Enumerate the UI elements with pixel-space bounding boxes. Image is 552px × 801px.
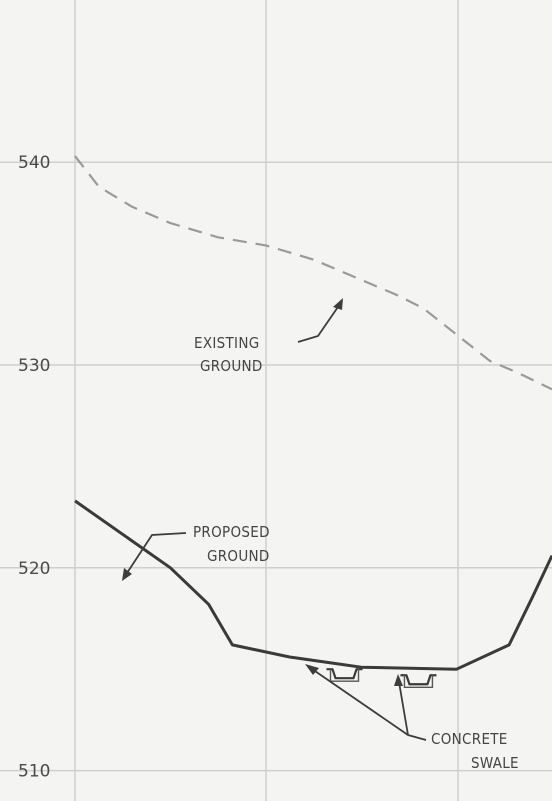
y-tick-labels: 510 520 530 540 — [18, 153, 50, 781]
existing-ground-line — [74, 155, 552, 391]
swale-concrete-lining — [329, 668, 360, 682]
existing-ground-leader-arrow — [333, 298, 343, 310]
proposed-ground-leader-arrow — [122, 568, 132, 581]
y-tick-520: 520 — [18, 559, 50, 579]
proposed-ground-callout: PROPOSED GROUND — [122, 523, 270, 581]
existing-ground-label-line-2: GROUND — [200, 357, 263, 375]
swale-outline — [326, 668, 363, 680]
series-layer — [74, 155, 552, 671]
concrete-swale-1 — [326, 668, 363, 682]
concrete-swale-label-line-1: CONCRETE — [431, 730, 508, 748]
swale-concrete-lining — [403, 674, 434, 688]
y-tick-510: 510 — [18, 762, 50, 782]
proposed-ground-label-line-1: PROPOSED — [193, 523, 270, 541]
existing-ground-leader — [297, 303, 341, 343]
concrete-swale-leader-right — [398, 681, 409, 736]
concrete-swale-callout: CONCRETE SWALE — [305, 664, 519, 772]
concrete-swale-arrow-right — [394, 674, 403, 686]
y-tick-540: 540 — [18, 153, 50, 173]
existing-ground-callout: EXISTING GROUND — [194, 298, 343, 375]
proposed-ground-line — [74, 499, 552, 671]
swale-layer — [326, 668, 437, 688]
concrete-swale-2 — [400, 674, 437, 688]
concrete-swale-arrow-left — [305, 664, 319, 675]
swale-outline — [400, 674, 437, 686]
proposed-ground-leader — [126, 532, 187, 574]
existing-ground-label-line-1: EXISTING — [194, 334, 259, 352]
proposed-ground-label-line-2: GROUND — [207, 547, 270, 565]
concrete-swale-label-line-2: SWALE — [471, 754, 519, 772]
y-tick-530: 530 — [18, 356, 50, 376]
horizontal-grid — [0, 161, 552, 772]
